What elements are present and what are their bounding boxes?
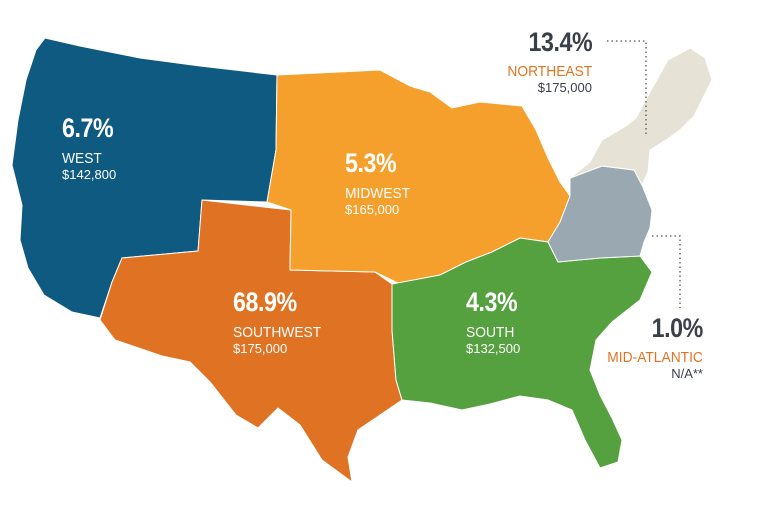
west-name: WEST — [62, 150, 102, 167]
region-mid-atlantic — [547, 165, 653, 263]
midwest-name: MIDWEST — [345, 185, 411, 202]
label-southwest: 68.9% SOUTHWEST $175,000 — [233, 287, 329, 356]
mid-atlantic-price: N/A** — [671, 366, 703, 381]
mid-atlantic-percent: 1.0% — [651, 313, 704, 343]
south-price: $132,500 — [466, 341, 521, 356]
northeast-name: NORTHEAST — [507, 63, 592, 80]
south-percent: 4.3% — [466, 287, 518, 317]
region-south — [391, 237, 653, 469]
label-south: 4.3% SOUTH $132,500 — [466, 287, 526, 356]
southwest-price: $175,000 — [233, 341, 288, 356]
midwest-percent: 5.3% — [345, 148, 397, 178]
northeast-price: $175,000 — [537, 80, 592, 95]
northeast-percent: 13.4% — [528, 27, 592, 57]
mid-atlantic-name: MID-ATLANTIC — [607, 349, 703, 366]
south-name: SOUTH — [466, 324, 515, 341]
west-percent: 6.7% — [62, 113, 114, 143]
southwest-name: SOUTHWEST — [233, 324, 322, 341]
west-price: $142,800 — [62, 167, 117, 182]
label-northeast: 13.4% NORTHEAST $175,000 — [500, 27, 592, 95]
region-northeast — [569, 47, 713, 187]
label-west: 6.7% WEST $142,800 — [62, 113, 122, 182]
label-midwest: 5.3% MIDWEST $165,000 — [345, 148, 416, 217]
leader-line-mid-atlantic — [652, 235, 681, 308]
label-mid-atlantic: 1.0% MID-ATLANTIC N/A** — [599, 313, 704, 381]
southwest-percent: 68.9% — [233, 287, 297, 317]
midwest-price: $165,000 — [345, 202, 400, 217]
